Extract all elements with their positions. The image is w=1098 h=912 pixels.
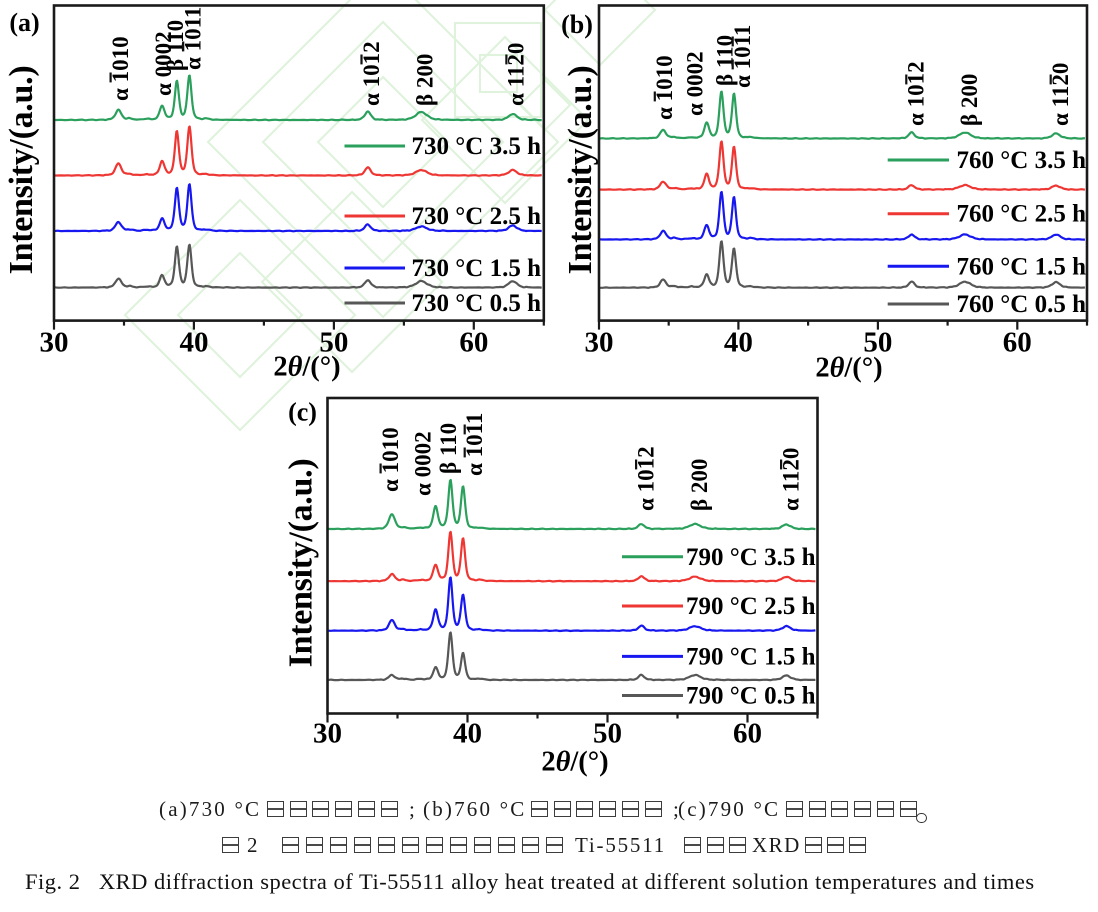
svg-text:β 200: β 200 bbox=[687, 459, 712, 511]
svg-text:760 °C 1.5 h: 760 °C 1.5 h bbox=[957, 253, 1087, 280]
svg-text:60: 60 bbox=[733, 718, 762, 750]
svg-text:α 1010: α 1010 bbox=[108, 36, 133, 101]
svg-text:2θ/(°): 2θ/(°) bbox=[541, 747, 608, 778]
svg-text:β 200: β 200 bbox=[412, 54, 437, 106]
svg-text:(b): (b) bbox=[561, 10, 593, 39]
svg-text:730 °C 1.5 h: 730 °C 1.5 h bbox=[412, 255, 542, 282]
svg-text:β 110: β 110 bbox=[436, 423, 461, 474]
svg-text:β 200: β 200 bbox=[957, 74, 982, 126]
svg-text:50: 50 bbox=[593, 718, 622, 750]
svg-text:α 0002: α 0002 bbox=[683, 51, 708, 116]
svg-text:α 1011: α 1011 bbox=[181, 7, 206, 70]
svg-text:2θ/(°): 2θ/(°) bbox=[273, 352, 340, 383]
svg-text:30: 30 bbox=[313, 718, 342, 750]
svg-text:730 °C 0.5 h: 730 °C 0.5 h bbox=[412, 290, 542, 317]
svg-text:790 °C 1.5 h: 790 °C 1.5 h bbox=[686, 643, 816, 670]
svg-text:40: 40 bbox=[724, 327, 753, 359]
svg-text:Intensity/(a.u.): Intensity/(a.u.) bbox=[283, 459, 320, 668]
svg-text:60: 60 bbox=[459, 327, 488, 359]
svg-text:50: 50 bbox=[863, 327, 892, 359]
svg-text:730 °C 3.5 h: 730 °C 3.5 h bbox=[412, 133, 542, 160]
svg-text:α 0002: α 0002 bbox=[411, 431, 436, 496]
svg-text:50: 50 bbox=[319, 327, 348, 359]
svg-text:α 1010: α 1010 bbox=[378, 427, 403, 492]
svg-text:790 °C 2.5 h: 790 °C 2.5 h bbox=[686, 593, 816, 620]
svg-text:30: 30 bbox=[585, 327, 614, 359]
svg-text:Intensity/(a.u.): Intensity/(a.u.) bbox=[562, 66, 599, 275]
svg-text:790 °C 3.5 h: 790 °C 3.5 h bbox=[686, 544, 816, 571]
svg-text:α 0002: α 0002 bbox=[151, 31, 176, 96]
svg-text:α 1011: α 1011 bbox=[730, 25, 755, 88]
svg-text:α 1012: α 1012 bbox=[359, 41, 384, 106]
svg-text:(a): (a) bbox=[9, 8, 39, 37]
svg-text:Intensity/(a.u.): Intensity/(a.u.) bbox=[3, 66, 40, 275]
svg-text:α 1010: α 1010 bbox=[652, 55, 677, 120]
svg-text:30: 30 bbox=[40, 327, 69, 359]
svg-text:40: 40 bbox=[179, 327, 208, 359]
svg-text:α 1120: α 1120 bbox=[778, 448, 803, 511]
svg-text:2θ/(°): 2θ/(°) bbox=[815, 353, 882, 384]
svg-text:40: 40 bbox=[453, 718, 482, 750]
svg-text:760 °C 0.5 h: 760 °C 0.5 h bbox=[957, 291, 1087, 318]
svg-text:α 1012: α 1012 bbox=[904, 61, 929, 126]
svg-text:α 1120: α 1120 bbox=[504, 43, 529, 106]
svg-text:730 °C 2.5 h: 730 °C 2.5 h bbox=[412, 203, 542, 230]
svg-text:(c): (c) bbox=[288, 398, 317, 427]
svg-text:α 1120: α 1120 bbox=[1048, 63, 1073, 126]
svg-text:α 1012: α 1012 bbox=[633, 446, 658, 511]
svg-text:760 °C 3.5 h: 760 °C 3.5 h bbox=[957, 147, 1087, 174]
svg-text:790 °C 0.5 h: 790 °C 0.5 h bbox=[686, 683, 816, 710]
svg-text:760 °C 2.5 h: 760 °C 2.5 h bbox=[957, 201, 1087, 228]
svg-text:α 1011: α 1011 bbox=[462, 413, 487, 476]
svg-text:60: 60 bbox=[1003, 327, 1032, 359]
